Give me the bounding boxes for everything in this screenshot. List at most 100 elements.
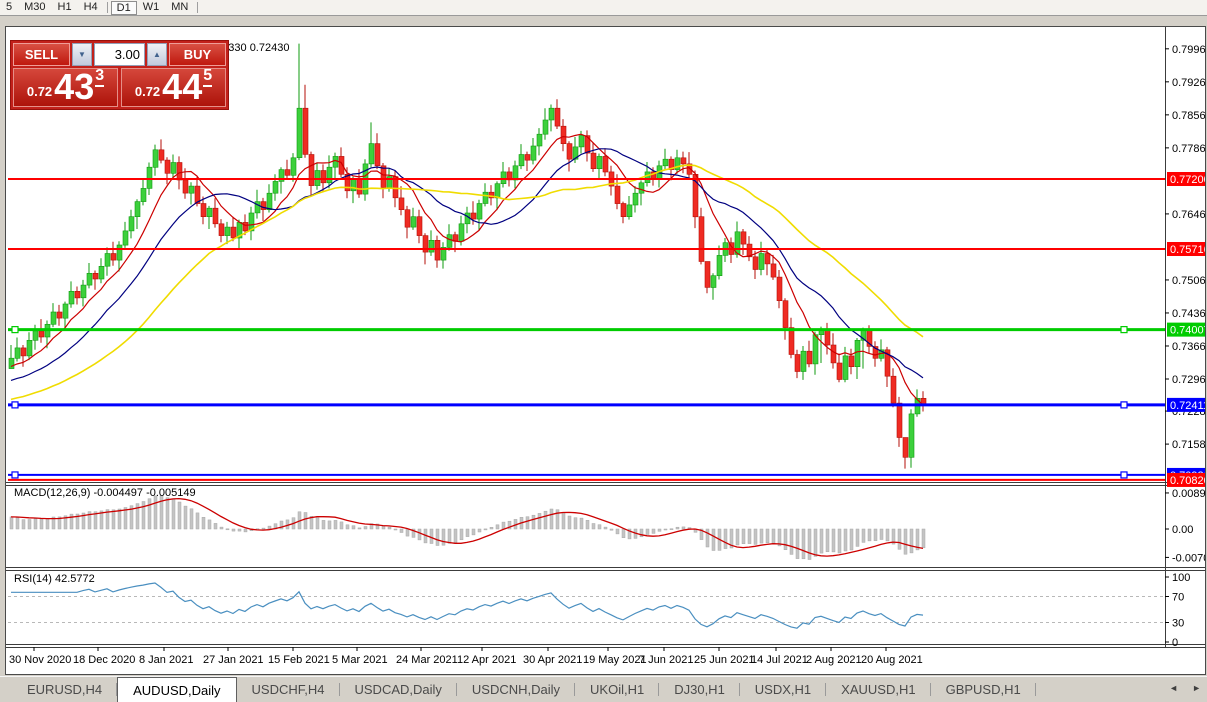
chart-tab-dj30-h1[interactable]: DJ30,H1	[659, 677, 740, 702]
macd-bar	[435, 528, 440, 546]
bear-candle	[470, 212, 477, 220]
macd-bar	[441, 528, 446, 546]
timeframe-button-h4[interactable]: H4	[83, 1, 98, 13]
chart-tab-audusd-daily[interactable]: AUDUSD,Daily	[117, 677, 237, 702]
macd-bar	[843, 528, 848, 552]
tab-scroll-right-icon[interactable]: ►	[1192, 683, 1201, 693]
macd-tick-label: 0.00	[1172, 524, 1193, 536]
bear-candle	[524, 154, 531, 161]
macd-bar	[891, 528, 896, 545]
macd-bar	[219, 526, 224, 530]
macd-bar	[141, 501, 146, 530]
bear-candle	[824, 328, 831, 346]
bear-candle	[794, 354, 801, 372]
timeframe-button-mn[interactable]: MN	[171, 1, 189, 13]
buy-price-main: 44	[162, 66, 203, 108]
tab-scroll-left-icon[interactable]: ◄	[1169, 683, 1179, 693]
chart-tab-xauusd-h1[interactable]: XAUUSD,H1	[826, 677, 932, 702]
macd-bar	[189, 508, 194, 530]
chart-tab-usdx-h1[interactable]: USDX,H1	[740, 677, 827, 702]
bear-candle	[92, 273, 99, 280]
macd-pane	[9, 495, 926, 560]
macd-bar	[585, 520, 590, 530]
chart-tab-usdcad-daily[interactable]: USDCAD,Daily	[340, 677, 458, 702]
bear-candle	[554, 107, 561, 127]
macd-bar	[345, 524, 350, 530]
buy-price-display[interactable]: 0.72 44 5	[121, 66, 226, 108]
macd-tick-label: 0.008904	[1172, 488, 1206, 500]
macd-bar	[387, 526, 392, 530]
bull-candle	[14, 347, 21, 359]
macd-bar	[507, 520, 512, 530]
macd-bar	[621, 528, 626, 538]
bull-candle	[62, 303, 69, 319]
macd-bar	[531, 514, 536, 530]
hline-marker	[11, 401, 19, 409]
timeframe-button-w1[interactable]: W1	[142, 1, 160, 13]
volume-input[interactable]	[94, 43, 145, 66]
chart-tab-ukoil-h1[interactable]: UKOil,H1	[575, 677, 660, 702]
macd-bar	[885, 528, 890, 542]
bull-candle	[104, 253, 111, 267]
macd-bar	[237, 528, 242, 532]
bull-candle	[446, 234, 453, 248]
price-badge-label: 0.74007	[1170, 325, 1206, 337]
sell-button[interactable]: SELL	[13, 43, 70, 66]
chart-tab-eurusd-h4[interactable]: EURUSD,H4	[12, 677, 118, 702]
macd-bar	[171, 498, 176, 530]
macd-bar	[111, 509, 116, 530]
timeframe-button-5[interactable]: 5	[6, 1, 13, 13]
bull-candle	[908, 413, 915, 458]
macd-bar	[855, 528, 860, 547]
macd-bar	[561, 512, 566, 530]
macd-bar	[123, 507, 128, 530]
bear-candle	[620, 203, 627, 217]
bear-candle	[398, 197, 405, 210]
chart-tab-usdchf-h4[interactable]: USDCHF,H4	[237, 677, 340, 702]
bull-candle	[368, 143, 375, 165]
macd-bar	[909, 528, 914, 554]
timeframe-button-m30[interactable]: M30	[24, 1, 46, 13]
macd-bar	[21, 519, 26, 530]
macd-bar	[231, 528, 236, 532]
price-badge	[1167, 172, 1205, 186]
bull-candle	[80, 284, 87, 299]
buy-price-prefix: 0.72	[134, 84, 161, 99]
buy-button[interactable]: BUY	[169, 43, 226, 66]
chart-tab-usdcnh-daily[interactable]: USDCNH,Daily	[457, 677, 576, 702]
macd-bar	[465, 528, 470, 537]
macd-bar	[765, 528, 770, 544]
bear-candle	[218, 223, 225, 236]
bull-candle	[578, 135, 585, 148]
macd-bar	[75, 513, 80, 530]
one-click-trade-panel: SELL ▼ ▲ BUY 0.72 43 3 0.72 44 5	[10, 40, 229, 110]
chart-tab-gbpusd-h1[interactable]: GBPUSD,H1	[931, 677, 1036, 702]
timeframe-button-d1[interactable]: D1	[110, 0, 137, 15]
macd-bar	[159, 495, 164, 530]
volume-decrease-button[interactable]: ▼	[72, 43, 92, 66]
date-label: 18 Dec 2020	[73, 654, 135, 666]
macd-bar	[651, 528, 656, 534]
macd-bar	[741, 528, 746, 544]
date-label: 27 Jan 2021	[203, 654, 264, 666]
timeframe-button-h1[interactable]: H1	[57, 1, 72, 13]
bull-candle	[458, 223, 465, 242]
macd-bar	[51, 516, 56, 530]
tab-scroll-controls: ◄ ►	[1169, 683, 1201, 693]
bull-candle	[68, 290, 75, 305]
bear-candle	[212, 207, 219, 225]
macd-bar	[849, 528, 854, 551]
sell-price-display[interactable]: 0.72 43 3	[13, 67, 118, 107]
bull-candle	[146, 166, 153, 189]
bull-candle	[482, 191, 489, 204]
bear-candle	[230, 226, 237, 239]
macd-bar	[201, 517, 206, 530]
macd-bar	[333, 520, 338, 530]
volume-increase-button[interactable]: ▲	[147, 43, 167, 66]
